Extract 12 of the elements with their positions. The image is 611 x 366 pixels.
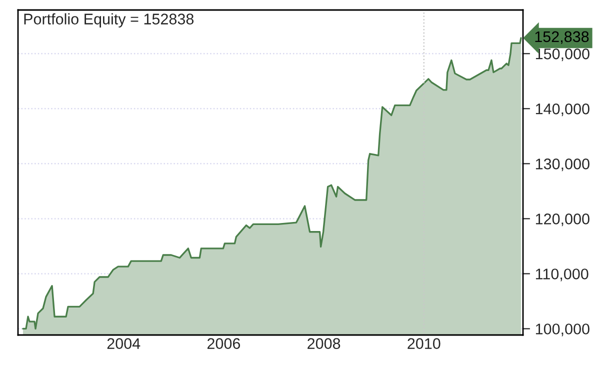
- x-tick-label: 2006: [207, 338, 240, 349]
- x-tick-label: 2008: [308, 338, 340, 349]
- y-tick-label: 110,000: [536, 268, 588, 282]
- chart-title: Portfolio Equity = 152838: [24, 13, 194, 28]
- y-tick-label: 120,000: [536, 214, 590, 226]
- x-tick-label: 2010: [408, 338, 440, 349]
- y-tick-label: 100,000: [536, 324, 590, 336]
- x-tick-label: 2004: [107, 338, 140, 349]
- text: 152,838: [535, 31, 589, 44]
- y-tick-label: 130,000: [536, 158, 590, 172]
- y-tick-label: 140,000: [536, 104, 590, 116]
- y-tick-label: 150,000: [536, 48, 590, 62]
